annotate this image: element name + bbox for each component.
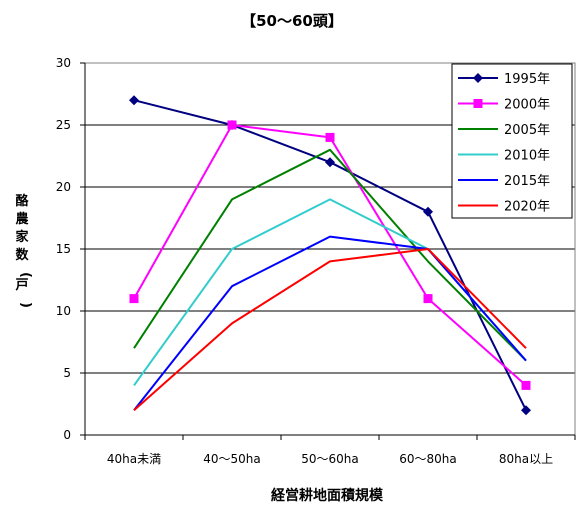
- chart-title: 【50～60頭】: [241, 12, 343, 30]
- data-point-2000年: [129, 294, 139, 304]
- x-tick-label: 80ha以上: [499, 452, 553, 466]
- data-point-2000年: [227, 120, 237, 130]
- y-axis-label-char: ): [18, 302, 33, 308]
- legend-label: 2020年: [504, 200, 550, 215]
- x-tick-label: 60～80ha: [399, 452, 457, 466]
- y-tick-label: 20: [56, 180, 71, 194]
- x-tick-label: 50～60ha: [301, 452, 359, 466]
- data-point-2000年: [423, 294, 433, 304]
- legend-label: 1995年: [504, 72, 550, 87]
- data-point-2000年: [521, 380, 531, 390]
- data-point-2000年: [325, 132, 335, 142]
- data-point-1995年: [423, 206, 433, 217]
- y-tick-label: 5: [63, 366, 71, 380]
- y-axis-label-char: 農: [15, 211, 29, 227]
- data-point-1995年: [521, 405, 531, 416]
- legend-marker-1995年: [473, 73, 483, 83]
- legend: 1995年 2000年 2005年 2010年 2015年 2020年: [451, 63, 573, 219]
- y-axis-label-char: (: [18, 272, 33, 278]
- y-axis-label-char: 戸: [15, 278, 28, 293]
- y-tick-label: 25: [56, 118, 71, 132]
- data-point-1995年: [129, 95, 139, 106]
- x-axis-ticks: 40ha未満 40～50ha 50～60ha 60～80ha 80ha以上: [84, 434, 576, 466]
- y-tick-label: 10: [56, 304, 71, 318]
- legend-label: 2010年: [504, 149, 550, 164]
- legend-label: 2005年: [504, 123, 550, 138]
- series-line-2015年: [133, 235, 527, 411]
- legend-box: [451, 63, 573, 219]
- series-markers: [129, 95, 531, 416]
- y-axis-ticks: 0 5 10 15 20 25 30: [56, 56, 86, 442]
- x-axis-label: 経営耕地面積規模: [271, 487, 384, 504]
- x-tick-label: 40ha未満: [107, 452, 161, 466]
- y-axis-label-char: 家: [15, 229, 29, 245]
- legend-marker-2000年: [473, 99, 483, 108]
- y-tick-label: 15: [56, 242, 71, 256]
- y-tick-label: 30: [56, 56, 71, 70]
- y-tick-label: 0: [63, 428, 71, 442]
- y-axis-label-char: 数: [15, 247, 29, 263]
- x-tick-label: 40～50ha: [203, 452, 261, 466]
- legend-label: 2015年: [504, 174, 550, 189]
- series-line-2005年: [133, 148, 527, 362]
- y-axis-label-char: 酪: [15, 193, 29, 209]
- legend-label: 2000年: [504, 98, 550, 113]
- data-point-1995年: [325, 157, 335, 168]
- series-line-2020年: [133, 248, 527, 411]
